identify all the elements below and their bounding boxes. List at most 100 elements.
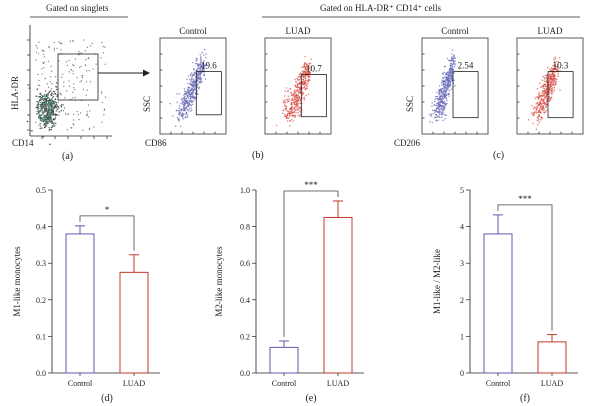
panel-a-dot — [49, 90, 52, 92]
panel-a-dot — [67, 113, 69, 115]
plot-event-dot — [546, 73, 548, 76]
panel-a-dot — [66, 90, 68, 92]
plot-event-dot — [429, 121, 431, 123]
bar-chart-d: 0.0 0.1 0.2 0.3 0.4 0.5 M1-like monocytes Contr… — [12, 186, 160, 404]
panel-a-dot — [43, 98, 45, 100]
panel-a-dot — [91, 42, 93, 45]
y-axis-label: M2-like monocytes — [214, 246, 224, 317]
plot-event-dot — [539, 102, 542, 104]
plot-event-dot — [295, 103, 297, 106]
panel-a-dot — [73, 65, 75, 67]
plot-event-dot — [198, 81, 200, 84]
plot-event-dot — [303, 76, 305, 78]
panel-a-dot — [60, 49, 62, 51]
plot-event-dot — [539, 119, 542, 121]
plot-event-dot — [190, 91, 192, 94]
plot-event-dot — [298, 115, 301, 118]
panel-a-dot — [50, 94, 53, 97]
plot-event-dot — [451, 53, 453, 55]
plot-event-dot — [439, 105, 442, 107]
panel-b-ylabel: SSC — [142, 96, 152, 112]
plot-event-dot — [292, 99, 294, 101]
panel-a-dot — [63, 81, 65, 83]
plot-event-dot — [191, 103, 194, 105]
panel-a-dot — [41, 127, 43, 129]
plot-event-dot — [552, 91, 554, 94]
plot-event-dot — [557, 75, 559, 77]
plot-event-dot — [193, 74, 196, 77]
plot-event-dot — [297, 105, 300, 108]
plot-event-dot — [553, 68, 556, 70]
plot-event-dot — [543, 84, 546, 86]
panel-a-dot — [44, 120, 46, 122]
plot-event-dot — [192, 61, 194, 64]
panel-a-dot — [72, 40, 74, 42]
plot-event-dot — [445, 77, 447, 80]
plot-event-dot — [296, 83, 299, 85]
panel-a-dot — [95, 63, 97, 65]
plot-event-dot — [198, 86, 201, 88]
plot-event-dot — [551, 87, 553, 90]
panel-a-dot — [52, 95, 55, 98]
bar-chart-f: 0 1 2 3 4 5 M1-like / M2-like Control LUAD *** (f) — [432, 186, 578, 404]
plot-event-dot — [297, 98, 299, 101]
panel-a-dot — [72, 39, 74, 42]
plot-event-dot — [545, 79, 548, 81]
plot-event-dot — [437, 115, 440, 118]
panel-a-dot — [83, 39, 85, 41]
panel-a-dot — [53, 49, 55, 51]
panel-a-dot — [85, 94, 87, 96]
plot-event-dot — [442, 82, 444, 85]
panel-a-dot — [101, 102, 103, 104]
plot-event-dot — [551, 79, 553, 82]
panel-a-dot — [45, 114, 48, 116]
plot-event-dot — [430, 115, 433, 117]
panel-a-dot — [81, 75, 84, 77]
panel-a-dot — [47, 94, 49, 96]
plot-event-dot — [303, 82, 305, 84]
plot-event-dot — [443, 76, 446, 78]
plot-event-dot — [187, 91, 189, 94]
plot-event-dot — [302, 66, 304, 69]
panel-a-dot — [55, 76, 57, 78]
panel-a-dot — [49, 81, 52, 83]
plot-event-dot — [543, 92, 545, 95]
panel-a-dot — [78, 51, 80, 53]
panel-a-dot — [39, 92, 42, 95]
plot-event-dot — [178, 118, 180, 120]
panel-a-dot — [57, 107, 60, 109]
plot-event-dot — [543, 94, 545, 97]
plot-event-dot — [556, 63, 559, 66]
plot-event-dot — [193, 80, 195, 83]
plot-event-dot — [543, 76, 545, 79]
plot-event-dot — [555, 68, 558, 71]
panel-a-dot — [65, 61, 67, 63]
y-tick-label: 0.6 — [240, 259, 250, 268]
plot-event-dot — [544, 96, 546, 99]
plot-event-dot — [443, 71, 445, 74]
panel-a-dot — [38, 124, 40, 126]
plot-event-dot — [183, 88, 186, 90]
plot-event-dot — [448, 69, 451, 72]
plot-event-dot — [193, 96, 195, 99]
plot-event-dot — [286, 120, 289, 122]
x-tick-label: Control — [486, 379, 511, 388]
plot-event-dot — [291, 94, 293, 96]
plot-event-dot — [541, 85, 543, 88]
panel-a-dot — [40, 120, 43, 122]
plot-event-dot — [191, 76, 193, 79]
plot-event-dot — [178, 120, 180, 122]
panel-a-dot — [51, 70, 53, 72]
panel-a-dot — [54, 125, 56, 127]
plot-event-dot — [449, 85, 451, 88]
plot-event-dot — [438, 103, 440, 105]
plot-event-dot — [538, 104, 541, 106]
plot-event-dot — [435, 107, 438, 109]
bar-luad — [537, 341, 567, 374]
plot-event-dot — [190, 72, 193, 74]
plot-event-dot — [442, 98, 444, 100]
panel-a-dot — [73, 119, 75, 121]
plot-event-dot — [287, 114, 289, 116]
plot-event-dot — [544, 91, 547, 94]
plot-event-dot — [187, 109, 189, 111]
